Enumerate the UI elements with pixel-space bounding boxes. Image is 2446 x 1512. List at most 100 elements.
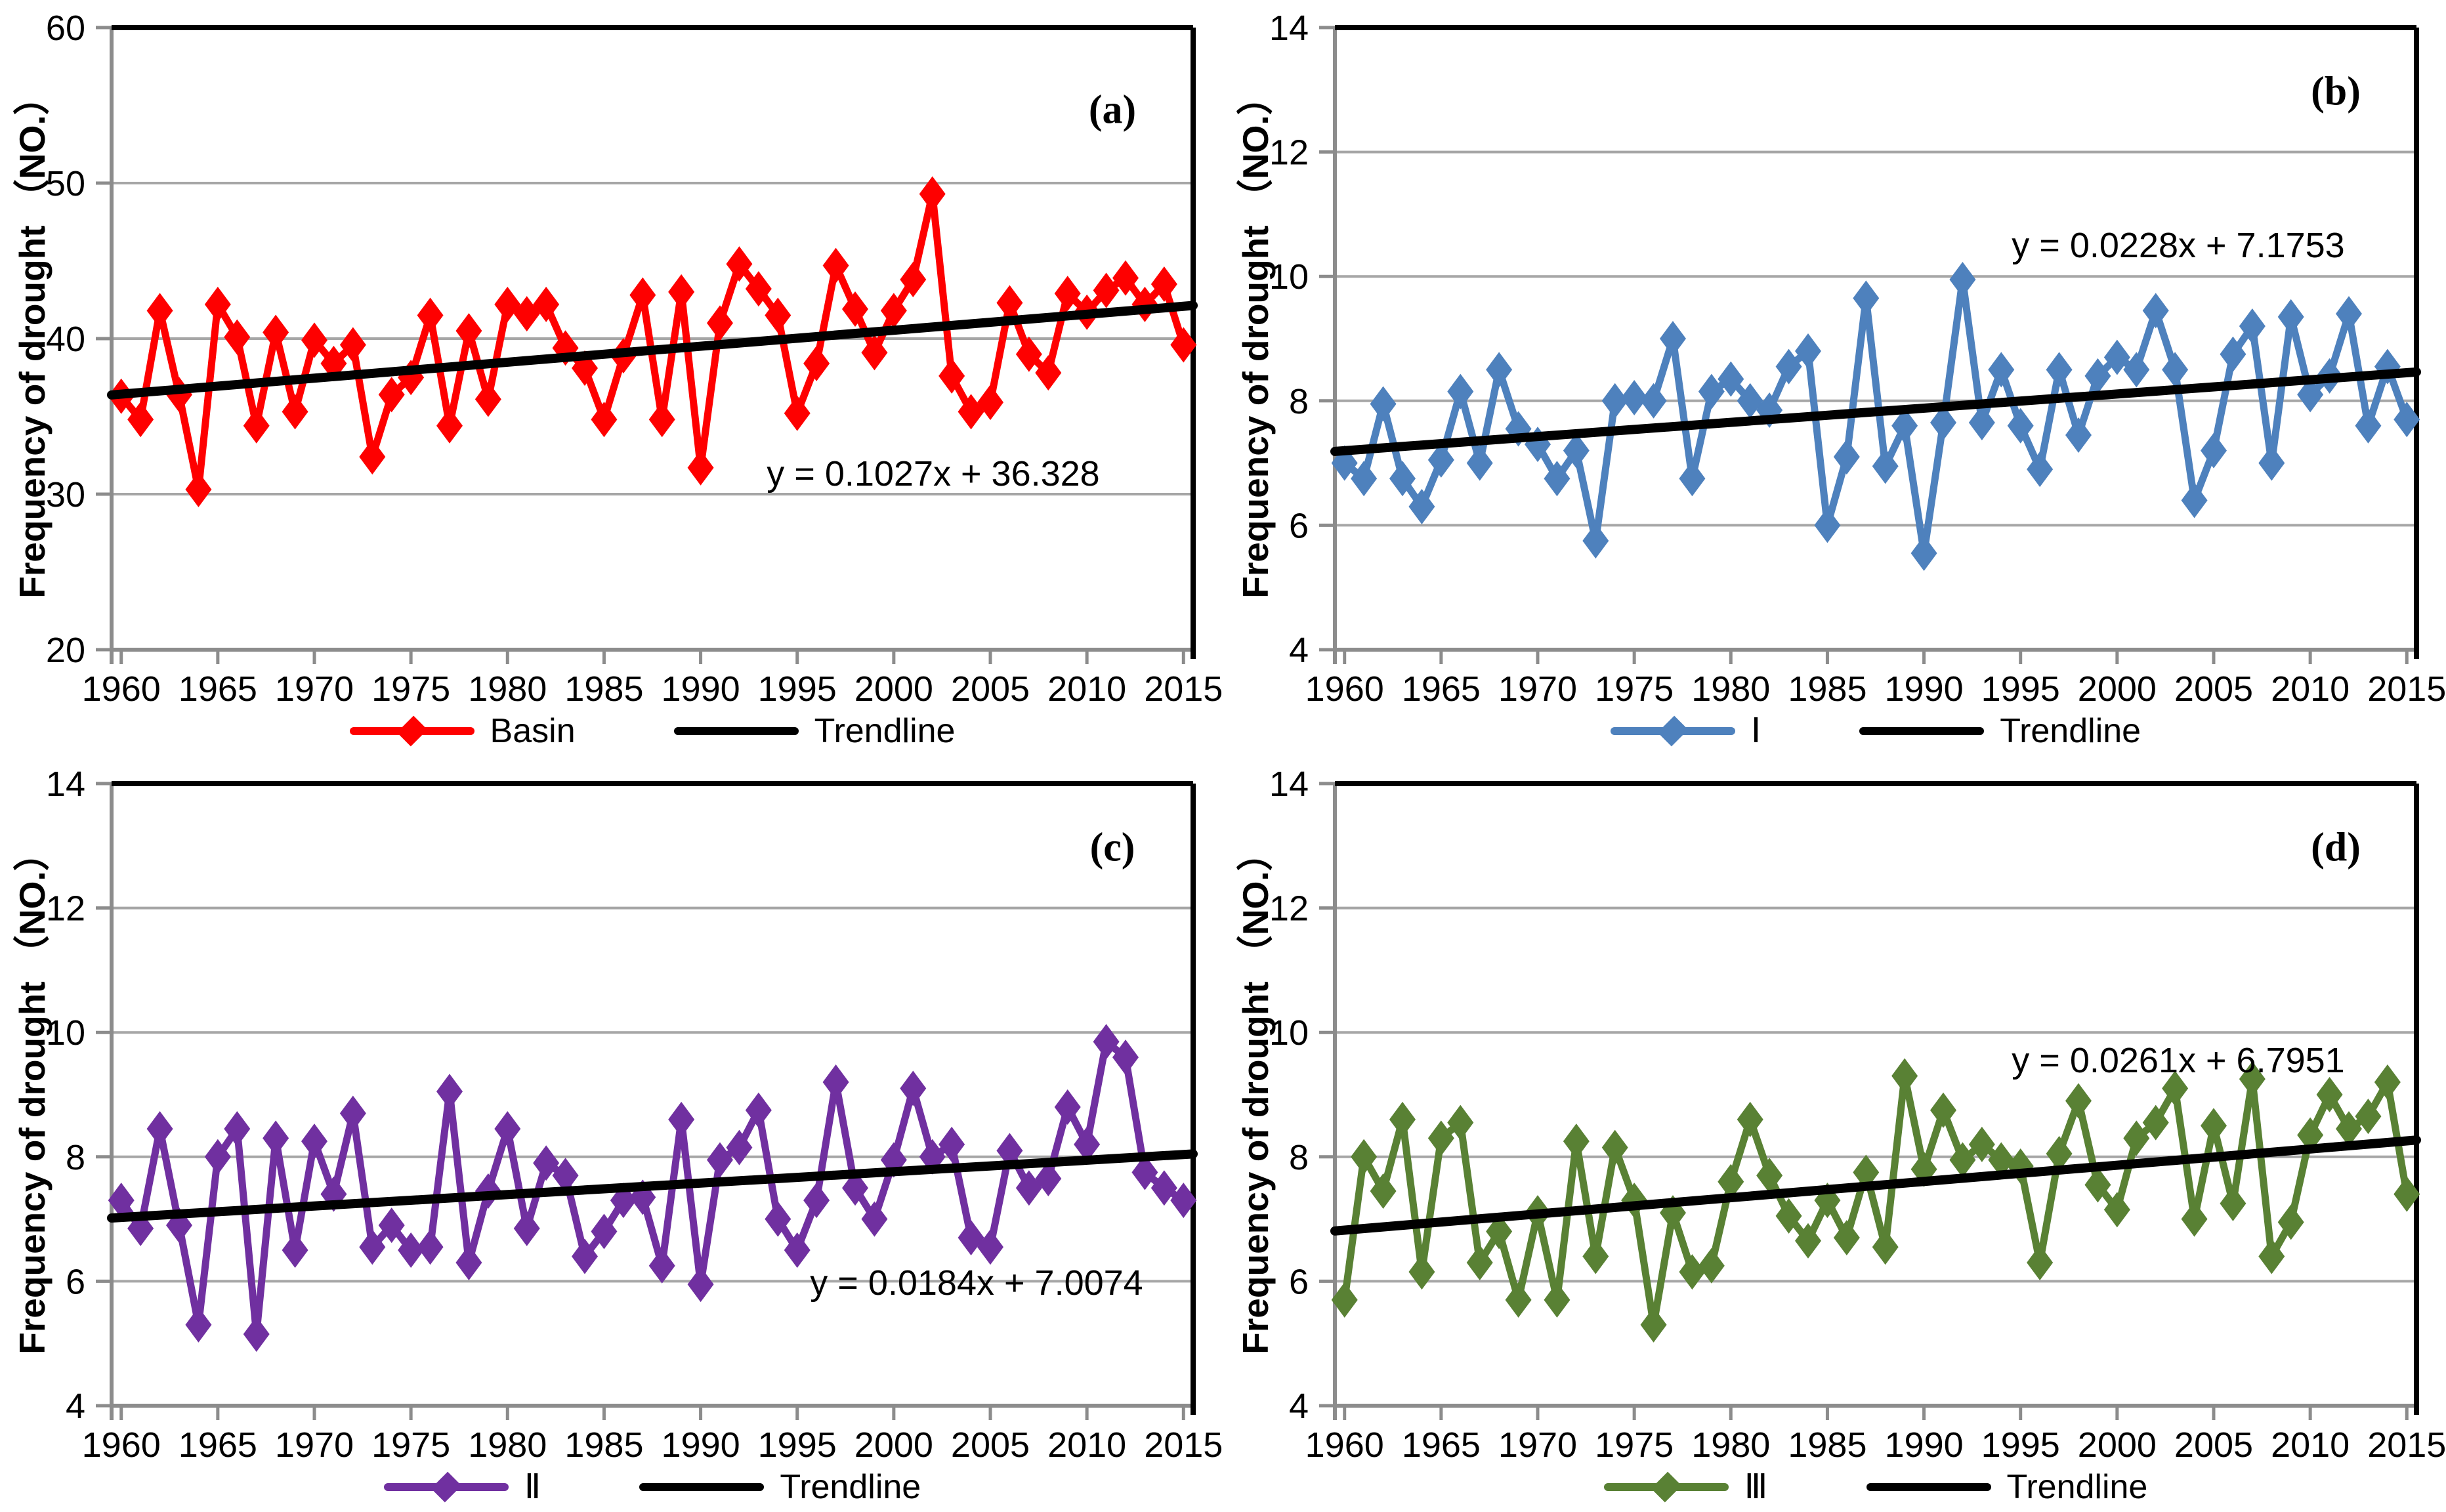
data-point-marker <box>842 291 868 327</box>
legend-item-trendline: Trendline <box>1859 711 2141 751</box>
data-point-marker <box>417 297 444 333</box>
data-point-marker <box>1582 523 1609 559</box>
x-tick-label: 1990 <box>662 669 740 709</box>
data-point-marker <box>455 1244 482 1280</box>
data-point-marker <box>1505 1282 1532 1318</box>
data-point-marker <box>1054 276 1081 312</box>
y-axis-title: Frequency of drought （NO.） <box>1235 835 1276 1354</box>
x-tick-label: 1985 <box>1788 669 1866 709</box>
y-tick-label: 14 <box>1269 765 1309 804</box>
data-point-marker <box>1466 1244 1493 1280</box>
panel-label-b: (b) <box>2311 69 2361 114</box>
data-point-marker <box>1660 321 1686 356</box>
x-tick-label: 1990 <box>662 1425 740 1465</box>
data-point-marker <box>301 322 327 358</box>
data-point-marker <box>2027 452 2054 488</box>
data-point-marker <box>2336 1111 2362 1147</box>
data-point-marker <box>263 1120 289 1156</box>
data-point-marker <box>1795 333 1821 369</box>
data-point-marker <box>1486 352 1513 388</box>
data-point-marker <box>2297 377 2324 413</box>
x-tick-label: 1975 <box>1595 669 1674 709</box>
data-point-marker <box>572 1238 598 1274</box>
series-swatch <box>1603 1471 1729 1503</box>
data-point-marker <box>2220 336 2246 372</box>
x-tick-label: 1980 <box>1691 669 1770 709</box>
trend-line <box>107 1149 1198 1223</box>
data-point-marker <box>765 297 791 333</box>
data-point-marker <box>1408 488 1435 524</box>
series-line <box>1341 1072 2411 1329</box>
x-tick-label: 1960 <box>1305 1425 1384 1465</box>
legend-item-series: Ⅱ <box>383 1467 541 1507</box>
legend-item-series: Basin <box>349 711 576 751</box>
legend-item-trendline: Trendline <box>1866 1467 2147 1507</box>
data-point-marker <box>1170 327 1197 363</box>
data-point-marker <box>1563 1124 1590 1160</box>
x-tick-label: 1970 <box>1498 1425 1577 1465</box>
data-point-marker <box>2181 482 2208 518</box>
trend-equation-c: y = 0.0184x + 7.0074 <box>810 1263 1143 1303</box>
legend-trendline-label: Trendline <box>814 712 956 750</box>
data-point-marker <box>591 1213 618 1250</box>
x-tick-label: 1965 <box>1402 669 1481 709</box>
y-tick-label: 10 <box>1269 257 1309 297</box>
data-point-marker <box>1015 1170 1042 1206</box>
y-tick-label: 4 <box>1289 1387 1309 1426</box>
x-tick-label: 1970 <box>275 669 354 709</box>
x-tick-label: 1970 <box>275 1425 354 1465</box>
data-point-marker <box>1015 336 1042 372</box>
data-point-marker <box>687 450 714 486</box>
data-point-marker <box>900 1070 927 1106</box>
chart-c-svg: 4 6 8 10 12 14 1960 1965 1970 1975 1980 1985 1990 199… <box>46 765 1223 1465</box>
x-tick-label: 1995 <box>1981 1425 2060 1465</box>
y-tick-label: 12 <box>1269 133 1309 173</box>
data-point-marker <box>1582 1238 1609 1274</box>
data-point-marker <box>1112 1040 1139 1076</box>
y-axis-title: Frequency of drought （NO.） <box>1235 79 1276 598</box>
data-point-marker <box>707 305 733 341</box>
x-tick-label: 1985 <box>1788 1425 1866 1465</box>
data-point-marker <box>108 1183 135 1219</box>
y-tick-label: 60 <box>46 9 85 48</box>
y-tick-label: 30 <box>46 475 85 514</box>
x-tick-label: 1960 <box>1305 669 1384 709</box>
x-tick-label: 2010 <box>2271 669 2350 709</box>
legend-c: Ⅱ Trendline <box>112 1466 1193 1508</box>
data-point-marker <box>185 471 212 507</box>
data-point-marker <box>2046 352 2073 388</box>
data-point-marker <box>2007 408 2034 444</box>
legend-item-trendline: Trendline <box>639 1467 921 1507</box>
data-point-marker <box>2258 1238 2285 1274</box>
data-point-marker <box>1968 1126 1995 1162</box>
trend-equation-d: y = 0.0261x + 6.7951 <box>2012 1041 2345 1080</box>
data-point-marker <box>224 1111 251 1147</box>
data-point-marker <box>185 1307 212 1343</box>
data-point-marker <box>1150 1170 1177 1206</box>
panel-label-c: (c) <box>1089 825 1135 870</box>
x-tick-label: 2015 <box>2367 669 2446 709</box>
data-point-marker <box>1621 1183 1648 1219</box>
data-point-marker <box>1427 442 1454 478</box>
data-point-marker <box>1427 1120 1454 1156</box>
trend-line <box>1330 1135 2421 1236</box>
data-point-marker <box>2239 308 2266 345</box>
data-point-marker <box>1718 1164 1744 1200</box>
legend-d: Ⅲ Trendline <box>1335 1466 2416 1508</box>
data-point-marker <box>1833 1220 1860 1256</box>
data-point-marker <box>2374 1064 2401 1101</box>
x-tick-label: 2005 <box>2174 669 2253 709</box>
data-point-marker <box>2065 417 2092 453</box>
panel-b: 4 6 8 10 12 14 1960 1965 1970 1975 1980 1985 1990 199… <box>1223 0 2446 756</box>
data-point-marker <box>263 314 289 350</box>
data-point-marker <box>1370 386 1397 422</box>
data-point-marker <box>204 1139 231 1175</box>
data-point-marker <box>1698 1248 1725 1284</box>
x-tick-label: 1970 <box>1498 669 1577 709</box>
data-point-marker <box>648 1248 675 1284</box>
y-axis-title: Frequency of drought （NO.） <box>12 79 53 598</box>
legend-trendline-label: Trendline <box>2000 712 2141 750</box>
data-point-marker <box>1447 1104 1474 1141</box>
data-point-marker <box>1988 352 2015 388</box>
data-point-marker <box>243 408 270 444</box>
